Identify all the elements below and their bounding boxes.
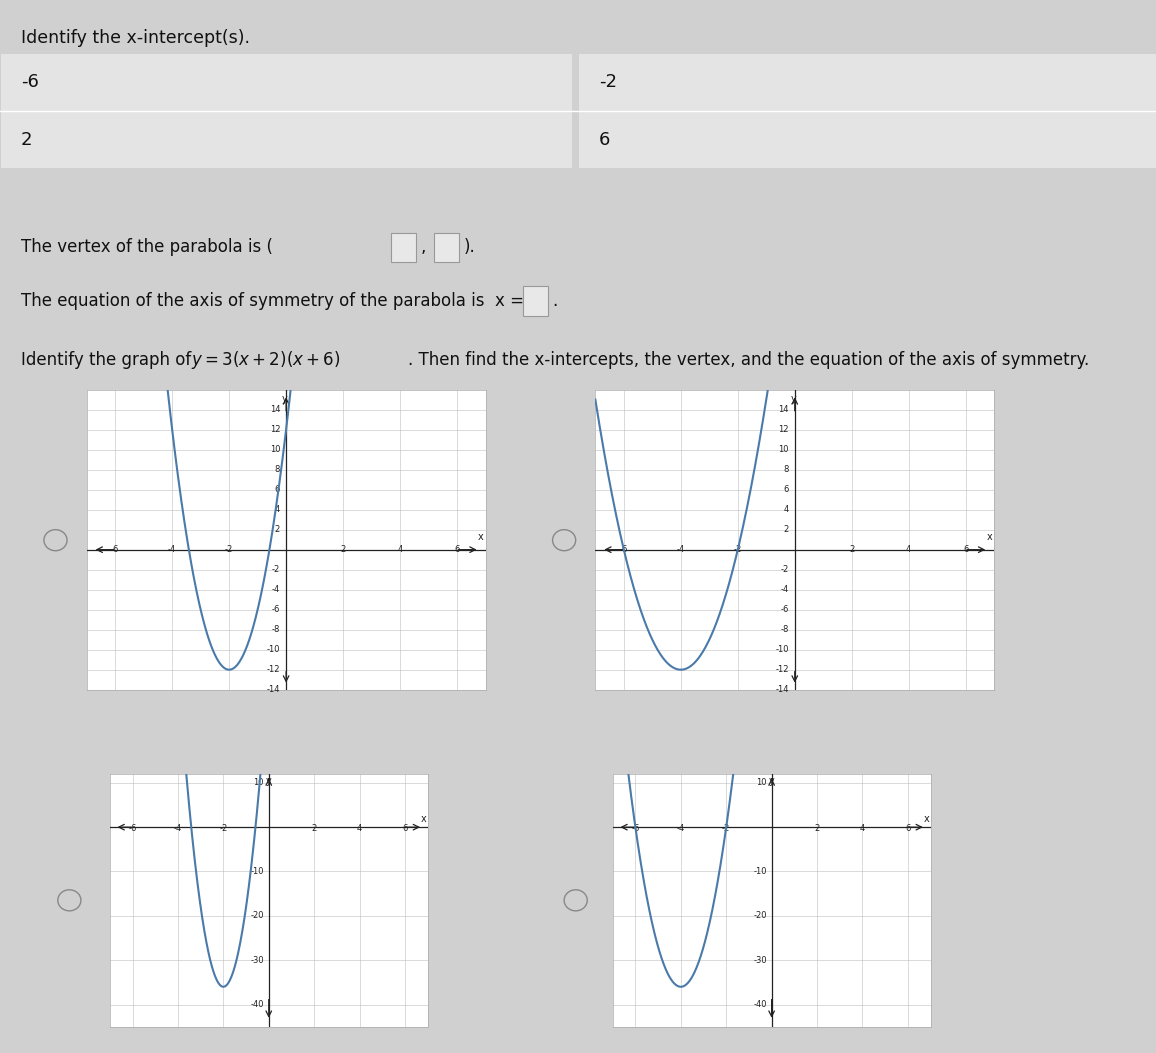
Text: .: .: [553, 292, 558, 311]
Text: 6: 6: [905, 824, 911, 833]
Text: 14: 14: [269, 405, 280, 414]
Text: -10: -10: [267, 645, 280, 654]
Text: y: y: [282, 395, 288, 404]
Text: 10: 10: [269, 445, 280, 454]
Text: -2: -2: [722, 824, 731, 833]
Text: $y=3(x+2)(x+6)$: $y=3(x+2)(x+6)$: [191, 350, 340, 371]
Text: Identify the graph of: Identify the graph of: [21, 351, 201, 370]
Text: -2: -2: [272, 565, 280, 574]
Text: 4: 4: [398, 544, 402, 554]
Text: 10: 10: [778, 445, 788, 454]
Text: 6: 6: [599, 131, 610, 148]
Text: 8: 8: [275, 465, 280, 474]
Text: -30: -30: [251, 956, 264, 965]
Text: ).: ).: [464, 238, 475, 257]
Text: -14: -14: [776, 686, 788, 694]
Text: -2: -2: [225, 544, 234, 554]
Text: 6: 6: [275, 485, 280, 494]
Text: -4: -4: [272, 585, 280, 594]
Text: 10: 10: [253, 778, 264, 788]
Text: -12: -12: [776, 665, 788, 674]
Text: 8: 8: [784, 465, 788, 474]
Text: 10: 10: [756, 778, 766, 788]
Text: 6: 6: [454, 544, 460, 554]
Text: 4: 4: [275, 505, 280, 514]
Text: -40: -40: [251, 1000, 264, 1009]
Text: -30: -30: [754, 956, 766, 965]
Text: -10: -10: [776, 645, 788, 654]
Text: -2: -2: [734, 544, 742, 554]
Text: 6: 6: [963, 544, 969, 554]
Text: -2: -2: [220, 824, 228, 833]
Text: y: y: [791, 395, 796, 404]
Text: y: y: [266, 776, 272, 786]
Text: ,: ,: [421, 238, 427, 257]
Text: The vertex of the parabola is (: The vertex of the parabola is (: [21, 238, 273, 257]
Text: -2: -2: [599, 73, 617, 91]
Text: 6: 6: [402, 824, 408, 833]
Bar: [578, 53, 1156, 111]
Text: -6: -6: [111, 544, 119, 554]
Text: -4: -4: [676, 544, 684, 554]
Text: 2: 2: [784, 525, 788, 534]
Text: 2: 2: [341, 544, 346, 554]
Text: 4: 4: [357, 824, 362, 833]
Text: -6: -6: [128, 824, 136, 833]
Text: 2: 2: [815, 824, 820, 833]
Text: -10: -10: [251, 867, 264, 876]
Text: 12: 12: [778, 425, 788, 434]
Text: 2: 2: [275, 525, 280, 534]
Bar: [391, 233, 416, 262]
Text: -4: -4: [173, 824, 181, 833]
Text: x: x: [924, 815, 929, 824]
Text: -6: -6: [272, 605, 280, 614]
Text: 4: 4: [784, 505, 788, 514]
Text: -6: -6: [620, 544, 628, 554]
Text: 12: 12: [269, 425, 280, 434]
Text: y: y: [769, 776, 775, 786]
Text: -6: -6: [631, 824, 639, 833]
Text: 2: 2: [850, 544, 854, 554]
Text: -4: -4: [780, 585, 788, 594]
Text: 2: 2: [21, 131, 32, 148]
Bar: [0, 111, 572, 168]
Text: x: x: [477, 532, 483, 541]
Text: 2: 2: [312, 824, 317, 833]
Text: x: x: [421, 815, 427, 824]
Bar: [578, 111, 1156, 168]
Text: -20: -20: [251, 911, 264, 920]
Text: 14: 14: [778, 405, 788, 414]
Bar: [0, 53, 572, 111]
Text: -14: -14: [267, 686, 280, 694]
Text: -20: -20: [754, 911, 766, 920]
Text: . Then find the x-intercepts, the vertex, and the equation of the axis of symmet: . Then find the x-intercepts, the vertex…: [408, 351, 1089, 370]
Text: -6: -6: [21, 73, 38, 91]
Text: -40: -40: [754, 1000, 766, 1009]
Text: -8: -8: [780, 625, 788, 634]
Text: -10: -10: [754, 867, 766, 876]
Text: -2: -2: [780, 565, 788, 574]
Text: 4: 4: [906, 544, 911, 554]
Text: -12: -12: [267, 665, 280, 674]
Bar: [434, 233, 459, 262]
Text: x: x: [986, 532, 992, 541]
Text: 6: 6: [784, 485, 788, 494]
Bar: [523, 286, 548, 316]
Text: The equation of the axis of symmetry of the parabola is  x =: The equation of the axis of symmetry of …: [21, 292, 529, 311]
Text: -6: -6: [780, 605, 788, 614]
Text: 4: 4: [860, 824, 865, 833]
Text: -4: -4: [676, 824, 684, 833]
Text: -8: -8: [272, 625, 280, 634]
Text: -4: -4: [168, 544, 176, 554]
Text: Identify the x-intercept(s).: Identify the x-intercept(s).: [21, 29, 250, 47]
